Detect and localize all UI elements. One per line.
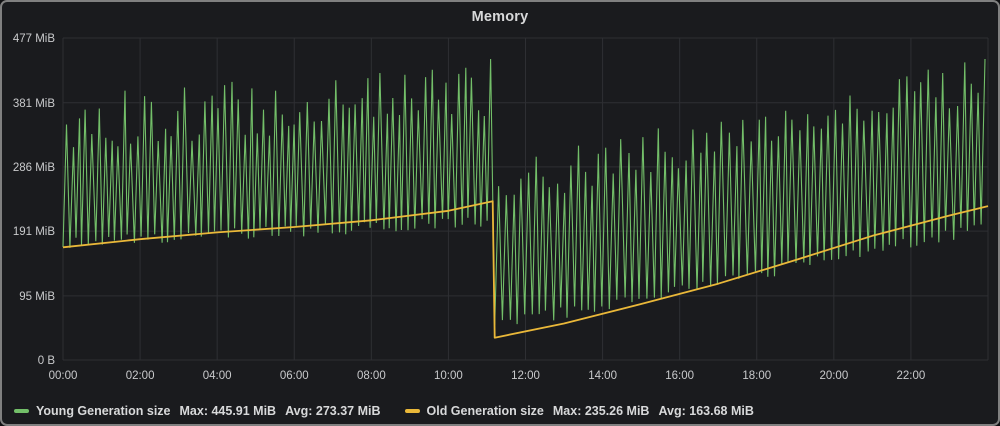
y-axis-tick-label: 191 MiB xyxy=(13,226,56,238)
old-generation-series-line[interactable] xyxy=(62,200,989,339)
y-axis-tick-label: 286 MiB xyxy=(13,162,56,174)
old-generation-swatch-icon[interactable] xyxy=(404,409,420,413)
x-axis-tick-label: 18:00 xyxy=(742,370,771,382)
y-axis-tick-label: 95 MiB xyxy=(19,291,55,303)
chart-legend: Young Generation size Max: 445.91 MiB Av… xyxy=(14,404,754,418)
x-axis-tick-label: 00:00 xyxy=(49,370,78,382)
legend-item-old-generation: Old Generation size Max: 235.26 MiB Avg:… xyxy=(404,404,754,418)
young-generation-avg-stat: Avg: 273.37 MiB xyxy=(285,404,381,418)
x-axis-tick-label: 14:00 xyxy=(588,370,617,382)
legend-item-young-generation: Young Generation size Max: 445.91 MiB Av… xyxy=(14,404,381,418)
old-generation-series-name[interactable]: Old Generation size xyxy=(426,404,544,418)
young-generation-max-stat: Max: 445.91 MiB xyxy=(179,404,277,418)
young-generation-series-line[interactable] xyxy=(62,58,986,326)
young-generation-series-name[interactable]: Young Generation size xyxy=(36,404,171,418)
x-axis-tick-label: 20:00 xyxy=(819,370,848,382)
y-axis-tick-label: 0 B xyxy=(38,355,56,367)
x-axis-tick-label: 08:00 xyxy=(357,370,386,382)
y-axis-tick-label: 381 MiB xyxy=(13,98,56,110)
x-axis-tick-label: 10:00 xyxy=(434,370,463,382)
x-axis-tick-label: 06:00 xyxy=(280,370,309,382)
x-axis-tick-label: 12:00 xyxy=(511,370,540,382)
panel-title[interactable]: Memory xyxy=(471,9,529,25)
x-axis-tick-label: 04:00 xyxy=(203,370,232,382)
x-axis-tick-label: 22:00 xyxy=(897,370,926,382)
young-generation-swatch-icon[interactable] xyxy=(14,409,29,413)
x-axis-tick-label: 16:00 xyxy=(665,370,694,382)
x-axis-tick-label: 02:00 xyxy=(126,370,155,382)
old-generation-avg-stat: Avg: 163.68 MiB xyxy=(658,404,754,418)
old-generation-max-stat: Max: 235.26 MiB xyxy=(552,404,650,418)
y-axis-tick-label: 477 MiB xyxy=(13,33,56,45)
